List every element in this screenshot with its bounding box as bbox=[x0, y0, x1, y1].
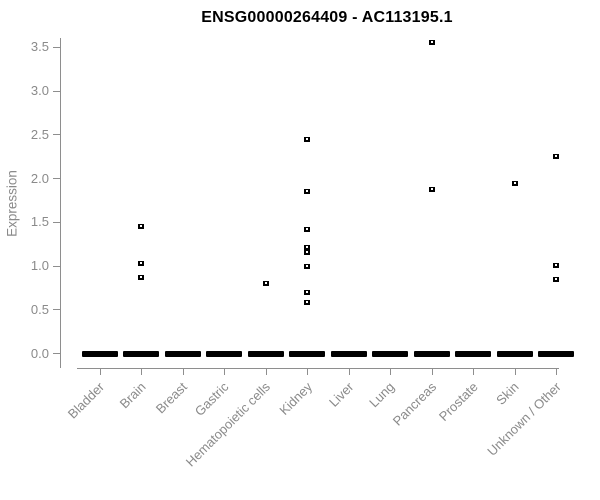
y-axis-tick-label: 1.0 bbox=[30, 258, 49, 274]
y-axis-tick-label: 3.5 bbox=[30, 39, 49, 55]
data-point bbox=[138, 274, 145, 280]
zero-cluster-bar bbox=[496, 350, 533, 357]
x-axis-tick bbox=[556, 368, 558, 375]
data-point bbox=[553, 154, 560, 160]
zero-cluster-bar bbox=[164, 350, 201, 357]
y-axis-title: Expression bbox=[4, 170, 20, 237]
x-axis-tick bbox=[307, 368, 309, 375]
y-axis-tick bbox=[53, 90, 60, 92]
x-axis-tick bbox=[348, 368, 350, 375]
data-point bbox=[304, 245, 311, 251]
zero-cluster-bar bbox=[82, 350, 118, 357]
x-category-label: Unknown / Other bbox=[483, 379, 564, 459]
y-axis-tick bbox=[53, 353, 60, 354]
data-point bbox=[428, 39, 435, 45]
zero-cluster-bar bbox=[455, 350, 492, 357]
data-point bbox=[428, 186, 435, 192]
data-point bbox=[511, 180, 518, 186]
data-point bbox=[304, 136, 311, 142]
y-axis-tick bbox=[53, 46, 60, 48]
x-axis-tick bbox=[265, 368, 267, 375]
zero-cluster-bar bbox=[372, 350, 409, 357]
y-axis-line bbox=[60, 38, 61, 368]
y-axis-tick bbox=[53, 221, 60, 223]
data-point bbox=[553, 262, 560, 268]
data-point bbox=[304, 289, 311, 295]
y-axis-tick-label: 3.0 bbox=[30, 83, 49, 99]
y-axis-tick bbox=[53, 134, 60, 136]
zero-cluster-bar bbox=[123, 350, 160, 357]
data-point bbox=[138, 260, 145, 266]
x-axis-tick bbox=[141, 368, 143, 375]
zero-cluster-bar bbox=[538, 350, 575, 357]
x-axis-tick bbox=[431, 368, 433, 375]
data-point bbox=[304, 189, 311, 195]
x-axis-tick bbox=[182, 368, 184, 375]
zero-cluster-bar bbox=[206, 350, 243, 357]
y-axis-tick-label: 2.0 bbox=[30, 170, 49, 186]
x-axis-line bbox=[77, 368, 559, 369]
chart-title: ENSG00000264409 - AC113195.1 bbox=[201, 9, 453, 26]
x-axis-tick bbox=[514, 368, 516, 375]
y-axis-tick bbox=[53, 178, 60, 180]
x-axis-tick bbox=[224, 368, 226, 375]
zero-cluster-bar bbox=[413, 350, 450, 357]
y-axis-tick-label: 0.0 bbox=[30, 345, 49, 361]
data-point bbox=[553, 276, 560, 282]
y-axis-tick-label: 0.5 bbox=[30, 301, 49, 317]
x-category-label-wrap: Unknown / Other bbox=[338, 376, 564, 459]
data-point bbox=[304, 264, 311, 270]
x-axis-tick bbox=[390, 368, 392, 375]
data-point bbox=[304, 250, 311, 256]
zero-cluster-bar bbox=[330, 350, 367, 357]
data-point bbox=[304, 226, 311, 232]
y-axis-tick bbox=[53, 309, 60, 311]
y-axis-tick-label: 2.5 bbox=[30, 126, 49, 142]
y-axis-tick-label: 1.5 bbox=[30, 214, 49, 230]
data-point bbox=[262, 281, 269, 287]
x-axis-tick bbox=[473, 368, 475, 375]
zero-cluster-bar bbox=[247, 350, 284, 357]
data-point bbox=[138, 224, 145, 230]
zero-cluster-bar bbox=[289, 350, 326, 357]
data-point bbox=[304, 300, 311, 306]
y-axis-tick bbox=[53, 265, 60, 267]
x-axis-tick bbox=[100, 368, 101, 375]
